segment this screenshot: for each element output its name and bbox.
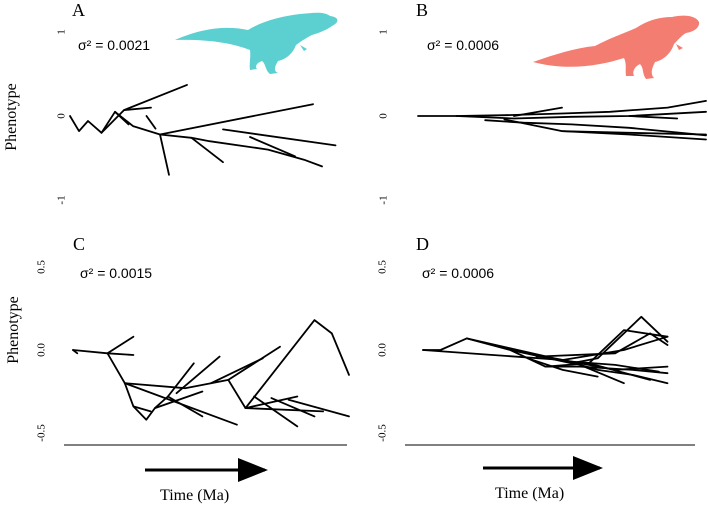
y-tick-label: -1 [378, 195, 390, 204]
branch-series-10 [175, 355, 221, 395]
phylogeny-lines [72, 319, 350, 428]
branch-series-8 [535, 332, 669, 358]
y-tick-label: -0.5 [377, 424, 389, 442]
time-axis-label-left: Time (Ma) [160, 487, 229, 504]
branch-series-2 [72, 335, 135, 355]
y-tick-label: 1 [56, 29, 68, 35]
branch-series-5 [544, 365, 669, 375]
branch-series-15 [253, 395, 299, 428]
branch-series-7 [153, 390, 204, 410]
theropod-cyan-icon [175, 12, 338, 74]
branch-series-10 [570, 360, 660, 373]
y-axis-title: Phenotype [5, 296, 22, 364]
branch-series-9 [123, 382, 238, 426]
branch-series-16 [287, 398, 350, 418]
phylogeny-lines [69, 84, 337, 176]
y-tick-label: 0 [378, 113, 390, 119]
branch-series-9 [222, 128, 337, 147]
branch-series-6 [513, 106, 563, 117]
phylogeny-lines [422, 315, 669, 385]
y-tick-label: 1 [378, 29, 390, 35]
branch-series-1 [422, 337, 651, 381]
y-axis-title: Phenotype [3, 83, 20, 151]
y-tick-label: -0.5 [36, 424, 48, 442]
phylogeny-lines [417, 100, 707, 141]
branch-series-12 [227, 345, 281, 381]
y-tick-label: 0 [56, 113, 68, 119]
branch-series-13 [244, 395, 299, 410]
panel-c: Cσ² = 0.0015 Phenotype 0.5 0.0 -0.5 [5, 234, 350, 446]
branch-series-5 [561, 130, 707, 136]
panel-a: Aσ² = 0.0021 Phenotype 1 0 -1 [3, 0, 337, 205]
branch-series-9 [526, 357, 599, 378]
sigma-annotation: σ² = 0.0006 [422, 265, 494, 281]
branch-series-3 [106, 352, 135, 356]
panel-label: D [416, 234, 429, 254]
branch-series-5 [123, 319, 350, 410]
y-tick-label: -1 [56, 195, 68, 204]
branch-series-6 [159, 133, 170, 176]
y-tick-label: 0.0 [377, 343, 389, 357]
branch-series-7 [628, 115, 679, 120]
branch-series-5 [145, 115, 157, 130]
branch-series-17 [270, 397, 316, 418]
y-tick-label: 0.0 [36, 343, 48, 357]
panel-d: Dσ² = 0.0006 0.5 0.0 -0.5 [377, 234, 695, 446]
branch-series-8 [190, 136, 224, 164]
time-axis-label-right: Time (Ma) [495, 485, 564, 502]
sigma-annotation: σ² = 0.0006 [427, 37, 499, 53]
branch-series-4 [509, 315, 669, 365]
branch-series-11 [579, 363, 625, 385]
branch-series-3 [123, 106, 152, 111]
branch-series-4 [114, 110, 130, 126]
branch-series-7 [159, 103, 314, 136]
panel-label: C [73, 234, 85, 254]
ceratosaur-salmon-icon [533, 15, 700, 80]
y-tick-label: 0.5 [377, 260, 389, 274]
panel-label: B [416, 0, 428, 20]
panel-b: Bσ² = 0.0006 1 0 -1 [378, 0, 707, 205]
panel-label: A [72, 0, 85, 20]
branch-series-6 [132, 405, 152, 413]
branch-series-1 [69, 110, 323, 168]
branch-series-4 [106, 352, 195, 421]
branch-series-14 [244, 407, 325, 413]
branch-series-3 [484, 119, 707, 137]
sigma-annotation: σ² = 0.0015 [80, 265, 152, 281]
y-tick-label: 0.5 [36, 260, 48, 274]
branch-series-2 [455, 110, 707, 120]
sigma-annotation: σ² = 0.0021 [78, 37, 150, 53]
branch-series-10 [249, 136, 296, 158]
